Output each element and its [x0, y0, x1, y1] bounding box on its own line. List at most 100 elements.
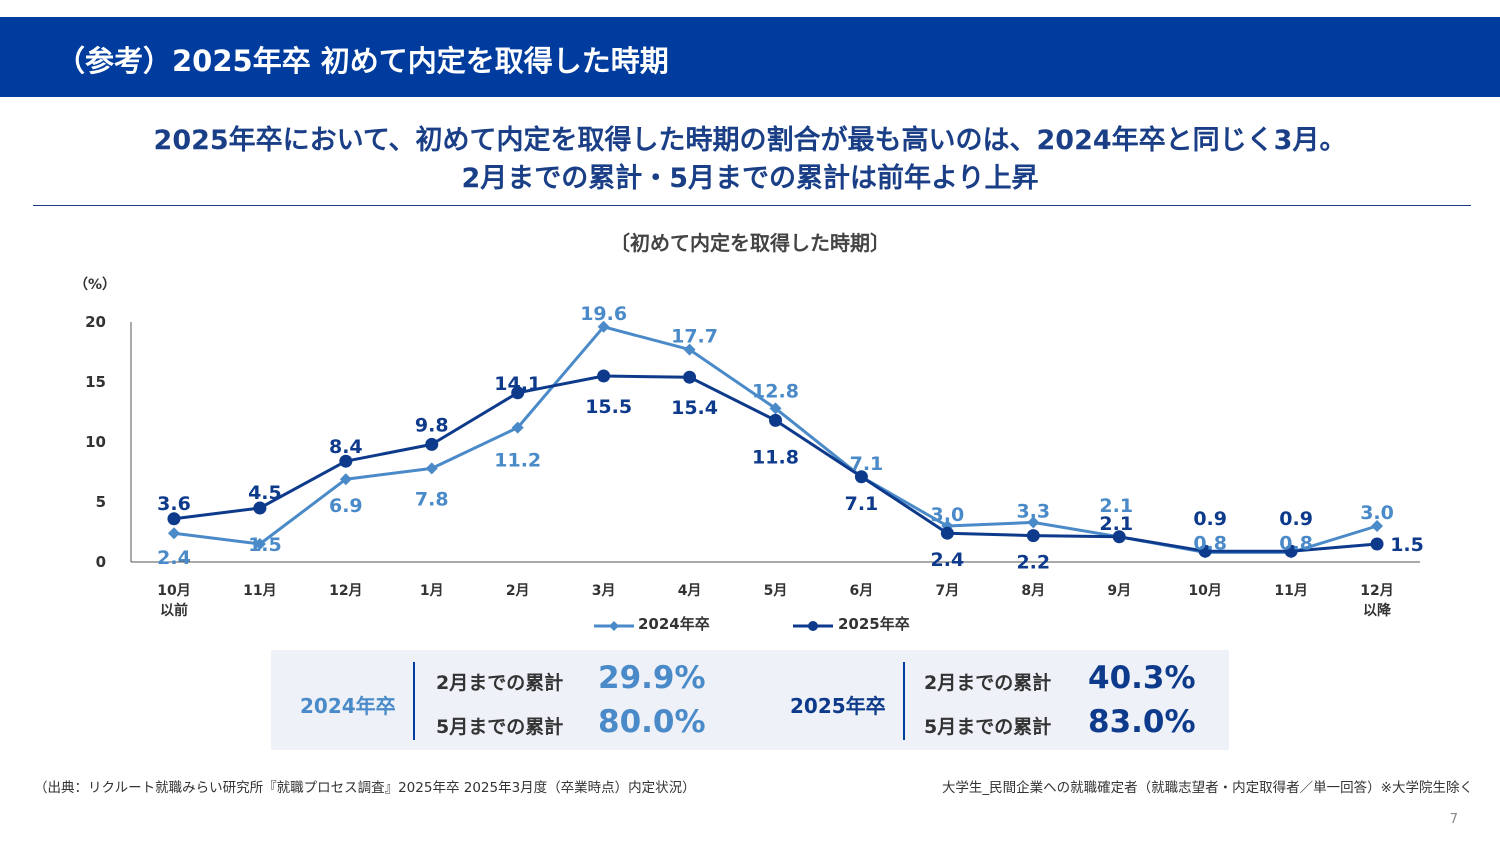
data-point-2025 [940, 526, 954, 540]
x-tick-label: 11月 [1274, 583, 1307, 599]
data-label-2025: 14.1 [494, 373, 541, 395]
legend-label-2025: 2025年卒 [838, 615, 910, 633]
y-tick-label: 10 [85, 433, 106, 451]
data-label-2024: 17.7 [671, 326, 718, 348]
data-label-2024: 19.6 [580, 303, 627, 325]
summary-2024-cohort: 2024年卒 [300, 694, 396, 718]
data-label-2025: 2.2 [1016, 552, 1050, 574]
x-tick-label: 1月 [420, 583, 444, 599]
data-point-2025 [854, 470, 868, 484]
scope-footnote: 大学生_民間企業への就職確定者（就職志望者・内定取得者／単一回答）※大学院生除く [941, 780, 1473, 796]
y-axis-unit: （%） [74, 277, 116, 293]
headline-line-1: 2025年卒において、初めて内定を取得した時期の割合が最も高いのは、2024年卒… [153, 125, 1347, 156]
source-footnote: （出典：リクルート就職みらい研究所『就職プロセス調査』2025年卒 2025年3… [34, 780, 696, 796]
data-point-2025 [769, 413, 782, 427]
data-label-2025: 7.1 [845, 493, 879, 515]
data-label-2025: 4.5 [248, 482, 282, 504]
x-tick-label: 以降 [1363, 602, 1392, 619]
x-tick-label: 以前 [160, 602, 188, 619]
data-label-2024: 11.2 [494, 450, 541, 472]
data-label-2024: 7.1 [850, 453, 884, 475]
data-label-2025: 15.5 [585, 396, 632, 418]
data-point-2025 [1112, 530, 1126, 544]
data-label-2024: 12.8 [752, 380, 799, 402]
x-tick-label: 12月 [329, 583, 362, 599]
y-tick-label: 0 [96, 553, 106, 571]
data-label-2024: 0.8 [1193, 532, 1227, 554]
data-label-2024: 1.5 [248, 534, 282, 556]
data-label-2025: 0.9 [1279, 508, 1313, 530]
data-point-2025 [597, 369, 611, 383]
cumulative-summary-box [271, 650, 1229, 750]
summary-2024-may-label: 5月までの累計 [436, 716, 564, 738]
headline-divider [33, 205, 1471, 206]
summary-2025-may-label: 5月までの累計 [924, 716, 1052, 738]
y-tick-label: 20 [85, 313, 106, 331]
summary-2024-divider [413, 662, 415, 740]
data-point-2024 [683, 343, 696, 356]
data-label-2024: 3.0 [931, 504, 965, 526]
summary-2025-cohort: 2025年卒 [790, 694, 886, 718]
legend-marker-2025 [808, 621, 818, 631]
page-title: （参考）2025年卒 初めて内定を取得した時期 [56, 44, 669, 78]
summary-2025-feb-value: 40.3% [1088, 660, 1196, 696]
data-point-2024 [769, 402, 782, 415]
summary-2024-feb-label: 2月までの累計 [436, 672, 564, 694]
data-point-2024 [511, 421, 524, 434]
summary-2025-divider [903, 662, 905, 740]
x-tick-label: 4月 [678, 583, 702, 599]
x-tick-label: 10月 [1188, 583, 1221, 599]
data-point-2025 [167, 512, 181, 526]
data-label-2025: 1.5 [1390, 534, 1424, 556]
header-bar [0, 17, 1500, 97]
summary-2024-feb-value: 29.9% [598, 660, 706, 696]
summary-2025-feb-label: 2月までの累計 [924, 672, 1052, 694]
data-point-2024 [1027, 516, 1040, 529]
data-label-2025: 11.8 [752, 446, 799, 468]
data-point-2025 [683, 370, 697, 384]
data-label-2024: 0.8 [1279, 532, 1313, 554]
legend-marker-2024 [609, 621, 619, 631]
data-label-2025: 2.4 [931, 549, 965, 571]
x-tick-label: 7月 [935, 583, 959, 599]
data-label-2024: 2.4 [157, 547, 191, 569]
data-label-2025: 2.1 [1099, 513, 1133, 535]
y-tick-label: 15 [85, 373, 106, 391]
headline-line-2: 2月までの累計・5月までの累計は前年より上昇 [461, 163, 1039, 194]
data-point-2025 [1370, 537, 1384, 551]
data-point-2024 [167, 527, 180, 540]
data-point-2024 [1371, 520, 1384, 532]
data-point-2025 [339, 454, 353, 468]
data-label-2025: 15.4 [671, 397, 718, 419]
x-tick-label: 11月 [243, 583, 276, 599]
x-tick-label: 2月 [506, 583, 530, 599]
summary-2025-may-value: 83.0% [1088, 704, 1196, 740]
data-point-2025 [1284, 544, 1298, 558]
data-label-2025: 9.8 [415, 414, 449, 436]
summary-2024-may-value: 80.0% [598, 704, 706, 740]
x-tick-label: 5月 [764, 583, 788, 599]
y-tick-label: 5 [96, 493, 106, 511]
x-tick-label: 3月 [592, 583, 616, 599]
x-tick-label: 10月 [157, 583, 190, 599]
data-point-2025 [425, 437, 439, 451]
data-point-2024 [425, 462, 438, 475]
data-label-2025: 8.4 [329, 436, 363, 458]
data-point-2024 [253, 538, 266, 550]
x-tick-label: 12月 [1360, 583, 1393, 599]
data-point-2024 [339, 473, 352, 486]
legend-label-2024: 2024年卒 [638, 615, 710, 633]
data-point-2025 [1198, 544, 1212, 558]
x-tick-label: 8月 [1021, 583, 1045, 599]
data-point-2024 [597, 320, 610, 333]
data-label-2024: 6.9 [329, 495, 363, 517]
page-number: 7 [1449, 812, 1458, 827]
data-label-2025: 0.9 [1193, 508, 1227, 530]
data-label-2024: 2.1 [1099, 495, 1133, 517]
x-tick-label: 6月 [850, 583, 874, 599]
data-point-2025 [253, 501, 267, 515]
x-tick-label: 9月 [1107, 583, 1131, 599]
data-label-2024: 3.3 [1016, 500, 1050, 522]
data-label-2025: 3.6 [157, 493, 191, 515]
